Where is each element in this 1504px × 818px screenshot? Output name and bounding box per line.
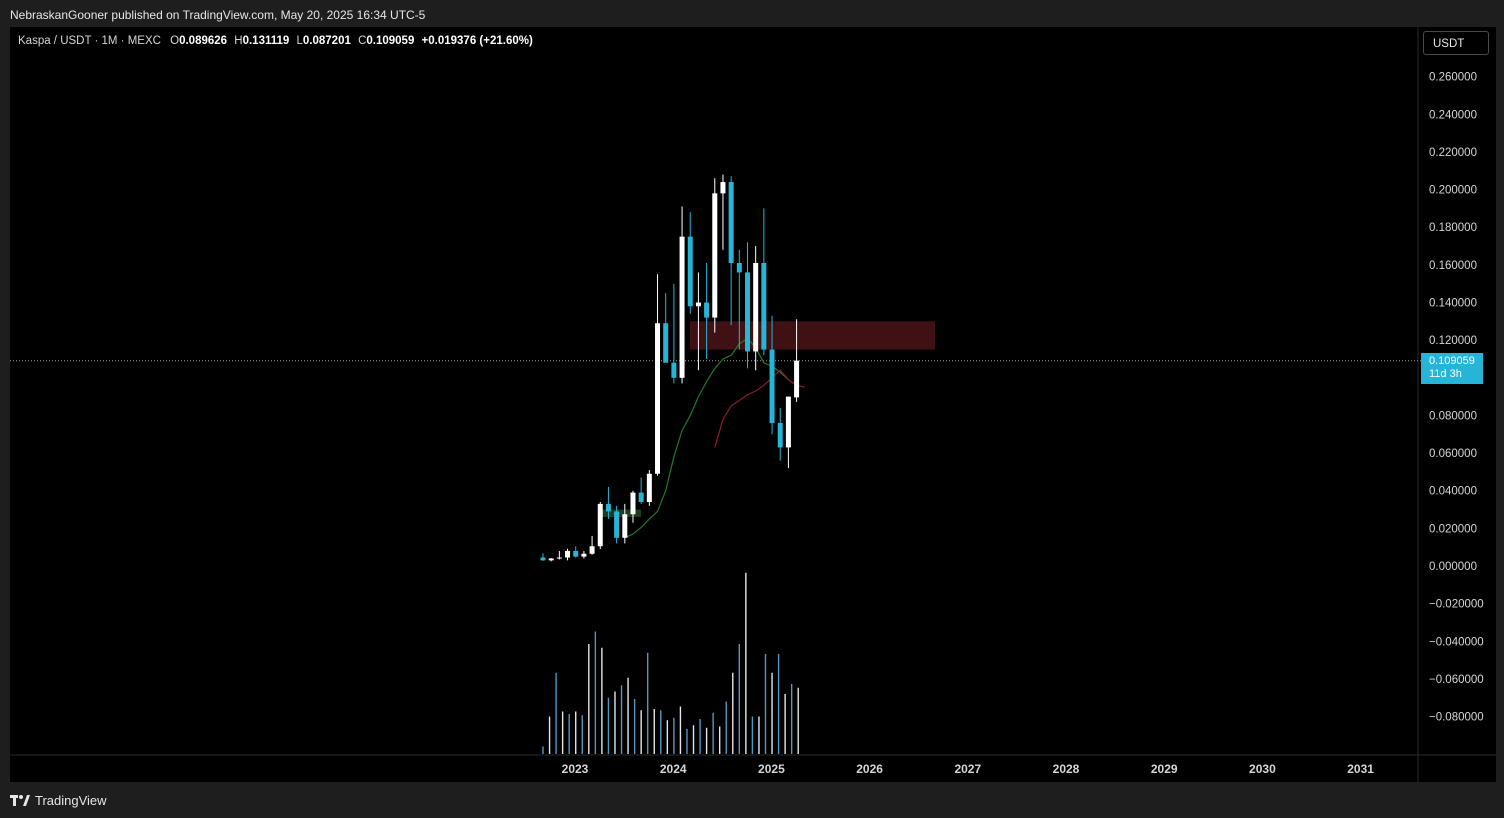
x-tick-label: 2030 [1249,762,1276,776]
candle-body [785,396,791,448]
last-price-value: 0.109059 [1429,355,1475,367]
candle-body [548,558,554,561]
candle-body [720,182,726,194]
published-by-line: NebraskanGooner published on TradingView… [10,8,426,22]
y-tick-label: 0.160000 [1429,260,1477,272]
symbol-legend: Kaspa / USDT · 1M · MEXC O0.089626 H0.13… [18,35,533,47]
change-value: +0.019376 (+21.60%) [421,35,533,47]
candle-body [728,182,734,263]
candle-body [769,349,775,423]
low-label: L [296,35,303,47]
candle-body [589,546,595,554]
last-price-tag: 0.109059 11d 3h [1421,353,1483,384]
candle-body [745,272,750,352]
y-tick-label: 0.040000 [1429,486,1477,498]
resistance-zone [690,321,935,350]
x-tick-label: 2028 [1053,762,1080,776]
tradingview-brand-text: TradingView [35,793,107,808]
candle-body [573,550,579,557]
candle-body [597,503,603,547]
candle-body [663,323,669,363]
y-tick-label: 0.200000 [1429,185,1477,197]
candle-body [540,557,546,561]
y-tick-label: 0.240000 [1429,109,1477,121]
candle-body [556,557,562,559]
candle-body [630,492,636,515]
candle-body [695,302,701,307]
candle-body [712,193,718,318]
support-zone [600,509,641,518]
y-tick-label: −0.080000 [1429,712,1484,724]
ma-fast-line [624,337,797,539]
y-tick-label: −0.040000 [1429,636,1484,648]
x-tick-label: 2031 [1347,762,1374,776]
candle-body [679,236,685,378]
tradingview-logo[interactable]: TradingView [10,793,107,808]
candle-body [605,503,611,512]
y-tick-label: 0.140000 [1429,298,1477,310]
candle-body [638,492,644,503]
x-tick-label: 2029 [1151,762,1178,776]
y-tick-label: 0.120000 [1429,335,1477,347]
y-tick-label: 0.020000 [1429,523,1477,535]
top-bar: NebraskanGooner published on TradingView… [0,0,1504,27]
high-value: 0.131119 [242,35,290,47]
candle-body [761,262,767,350]
candle-body [655,323,661,474]
candle-body [614,511,620,538]
close-label: C [358,35,367,47]
x-tick-label: 2024 [660,762,687,776]
candle-body [671,362,677,378]
x-tick-label: 2023 [562,762,589,776]
x-tick-label: 2025 [758,762,785,776]
open-label: O [170,35,180,47]
y-tick-label: 0.220000 [1429,147,1477,159]
y-tick-label: 0.080000 [1429,410,1477,422]
y-tick-label: 0.180000 [1429,222,1477,234]
candle-body [736,262,742,273]
y-tick-label: 0.060000 [1429,448,1477,460]
candle-body [794,360,800,398]
low-value: 0.087201 [302,35,351,47]
candle-body [704,302,710,318]
candle-body [687,236,693,307]
candle-body [565,550,571,558]
bar-countdown: 11d 3h [1429,368,1462,380]
candle-body [581,553,587,557]
x-tick-label: 2027 [954,762,981,776]
tradingview-logo-icon [10,794,30,806]
currency-button[interactable]: USDT [1423,31,1489,55]
footer-bar [0,782,1504,818]
candle-body [777,422,783,448]
symbol-name: Kaspa / USDT · 1M · MEXC [18,35,161,47]
candle-body [646,473,652,503]
high-label: H [234,35,243,47]
x-tick-label: 2026 [856,762,883,776]
close-value: 0.109059 [366,35,415,47]
candle-body [753,262,759,352]
y-tick-label: −0.020000 [1429,599,1484,611]
candle-body [622,514,628,538]
chart-panel[interactable] [10,27,1496,782]
open-value: 0.089626 [179,35,228,47]
y-tick-label: 0.000000 [1429,561,1477,573]
y-tick-label: 0.260000 [1429,72,1477,84]
ma-slow-line [714,369,805,448]
y-tick-label: −0.060000 [1429,674,1484,686]
